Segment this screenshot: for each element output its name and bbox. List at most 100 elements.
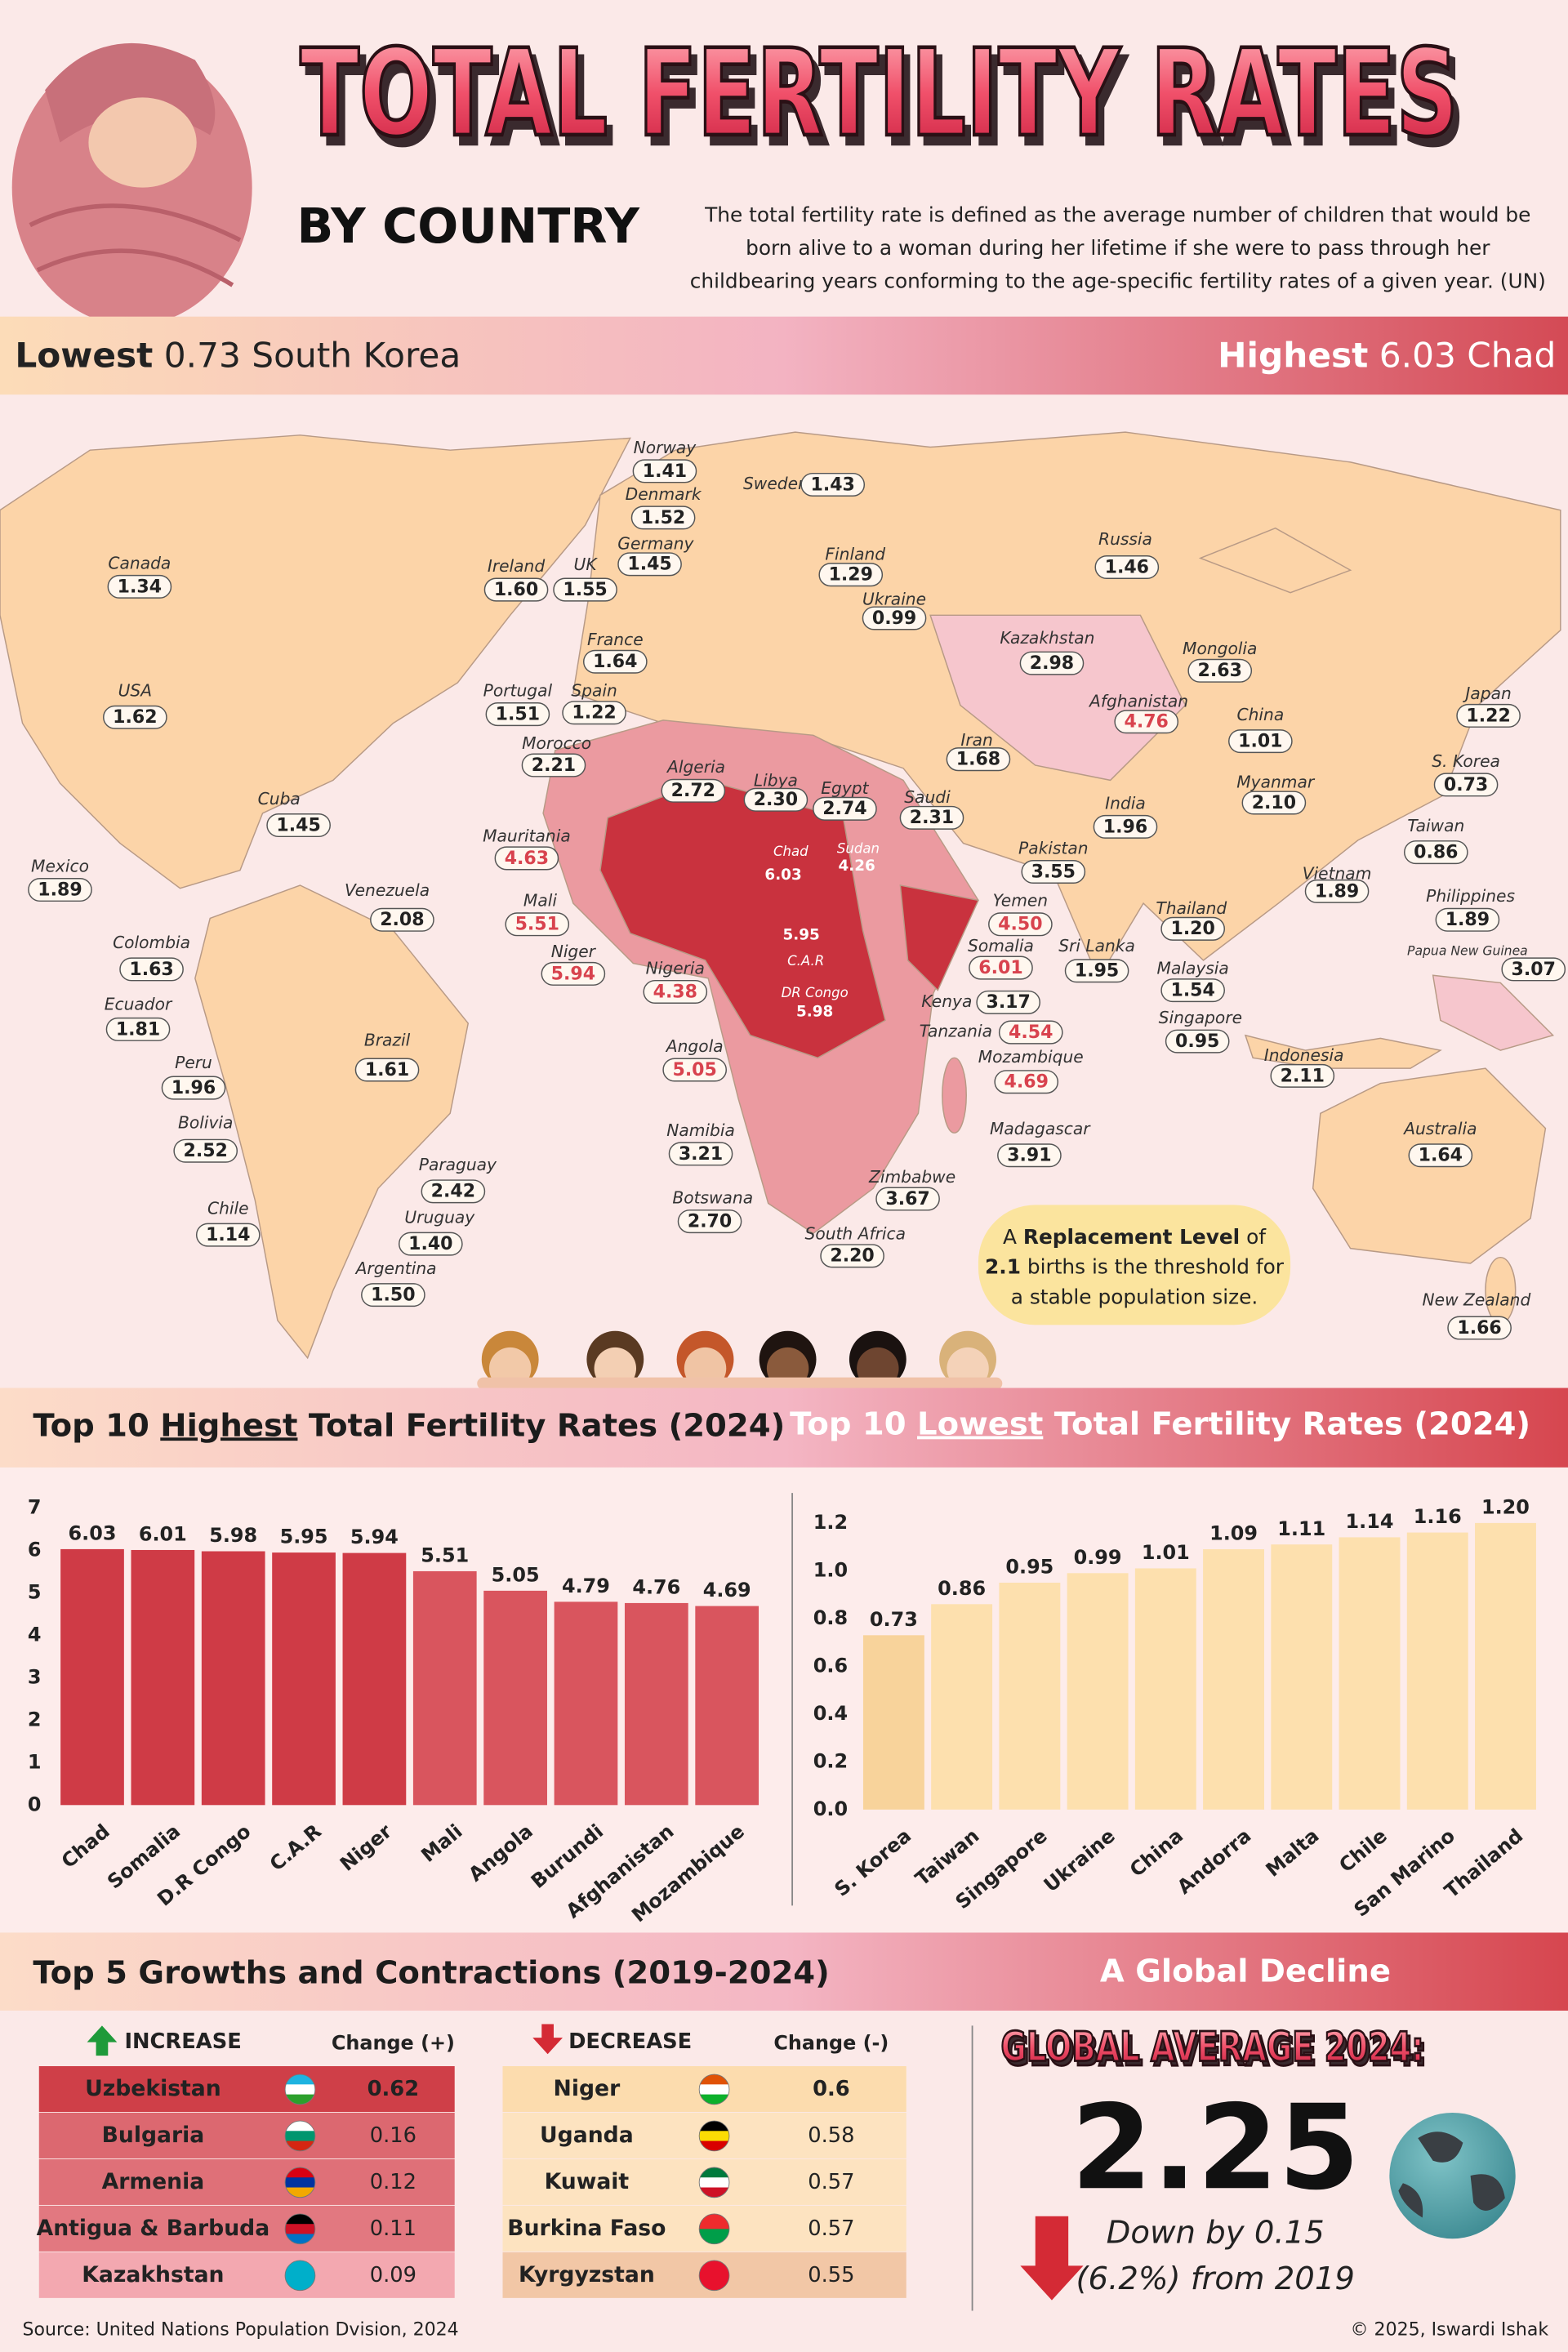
row-change: 0.57 — [808, 2170, 854, 2194]
row-country: Burkina Faso — [507, 2216, 666, 2241]
country-value: 2.63 — [1198, 661, 1242, 681]
flag-stripe — [699, 2121, 729, 2132]
table-row — [38, 2065, 455, 2113]
country-value: 1.50 — [371, 1285, 415, 1306]
flag-stripe — [285, 2167, 315, 2178]
value-pill — [668, 1142, 733, 1166]
row-change: 0.16 — [370, 2123, 416, 2148]
section-band — [0, 1932, 1568, 2011]
value-pill — [1021, 859, 1086, 884]
flag-stripe — [285, 2084, 315, 2096]
description: The total fertility rate is defined as t… — [704, 203, 1530, 227]
value-pill — [370, 907, 434, 932]
value-pill — [28, 878, 92, 902]
flag-rim — [284, 2120, 316, 2152]
country-value: 1.63 — [129, 960, 173, 980]
country-value: 1.45 — [627, 555, 671, 575]
bar — [483, 1590, 547, 1806]
decline-arrow — [1020, 2216, 1084, 2301]
value-pill — [582, 649, 648, 674]
value-pill — [994, 1070, 1059, 1094]
value-pill — [361, 1283, 425, 1307]
value-label: 4.69 — [703, 1579, 751, 1601]
lowest-banner: Lowest 0.73 South Korea — [15, 335, 461, 375]
country-value: 1.52 — [641, 508, 685, 528]
y-tick-label: 2 — [28, 1708, 42, 1731]
row-change: 0.58 — [808, 2123, 854, 2148]
global-change: (6.2%) from 2019 — [1076, 2261, 1355, 2297]
value-pill — [969, 956, 1033, 980]
value-pill — [1093, 814, 1158, 839]
value-pill — [813, 796, 877, 821]
y-tick-label: 0 — [28, 1793, 42, 1815]
y-tick-label: 1.2 — [813, 1511, 848, 1534]
country-value: 1.54 — [1170, 981, 1214, 1001]
country-name: Argentina — [354, 1258, 437, 1278]
country-value: 2.30 — [754, 790, 798, 810]
flag-stripe — [285, 2074, 315, 2085]
value-pill — [661, 778, 726, 803]
country-name: Yemen — [993, 891, 1048, 911]
country-value: 1.46 — [1105, 557, 1149, 577]
value-label: 1.11 — [1277, 1517, 1325, 1540]
value-pill — [800, 472, 866, 497]
country-name: China — [1236, 705, 1284, 724]
flag-rim — [284, 2260, 316, 2292]
y-tick-label: 1.0 — [813, 1558, 848, 1581]
value-pill — [494, 846, 559, 871]
country-name: Sudan — [837, 840, 880, 856]
value-pill — [1501, 957, 1566, 982]
value-label: 0.86 — [938, 1577, 986, 1600]
country-name: France — [587, 630, 644, 649]
country-value: 2.08 — [380, 910, 424, 930]
value-pill — [105, 1017, 171, 1041]
value-pill — [103, 705, 167, 729]
bar — [342, 1552, 407, 1806]
value-pill — [483, 577, 549, 602]
country-name: Mongolia — [1183, 639, 1257, 658]
title-part: Total Fertility Rates (2024) — [1054, 1405, 1530, 1442]
value-pill — [1019, 651, 1085, 675]
bar — [60, 1548, 124, 1806]
value-pill — [1456, 703, 1521, 728]
country-name: Mali — [523, 891, 557, 911]
country-name: Ireland — [488, 556, 545, 576]
country-value: 0.73 — [1444, 775, 1488, 795]
value-label: 5.95 — [280, 1526, 328, 1548]
flag-stripe — [285, 2177, 315, 2189]
country-name: Paraguay — [419, 1155, 497, 1174]
bar — [272, 1552, 336, 1806]
value-pill — [421, 1179, 486, 1204]
flag-stripe — [285, 2094, 315, 2105]
flag-rim — [698, 2120, 730, 2152]
bar — [1067, 1573, 1129, 1810]
table-row — [38, 2205, 455, 2252]
country-value: 1.22 — [572, 703, 616, 724]
description: born alive to a woman during her lifetim… — [746, 236, 1490, 260]
country-value: 2.21 — [532, 755, 576, 776]
lowest-label: Lowest — [15, 335, 153, 375]
flag-stripe — [699, 2084, 729, 2096]
country-name: Philippines — [1426, 886, 1515, 906]
value-label: 1.09 — [1209, 1522, 1258, 1545]
row-change: 0.57 — [808, 2216, 854, 2241]
kids-illustration — [477, 1330, 1003, 1390]
y-tick-label: 0.4 — [813, 1702, 848, 1725]
flag — [699, 2074, 729, 2105]
value-label: 4.79 — [562, 1575, 610, 1597]
value-pill — [1228, 729, 1293, 754]
flag-stripe — [699, 2213, 729, 2230]
value-pill — [1160, 978, 1225, 1003]
country-name: Nigeria — [646, 958, 705, 978]
note-line: A Replacement Level of — [1003, 1225, 1267, 1249]
country-value: 6.01 — [978, 958, 1022, 978]
row-country: Armenia — [102, 2169, 205, 2194]
country-name: Malaysia — [1157, 958, 1229, 978]
bar — [1203, 1549, 1265, 1810]
value-label: 5.05 — [492, 1563, 540, 1586]
country-name: Madagascar — [990, 1119, 1091, 1138]
country-name: Uruguay — [404, 1207, 475, 1227]
value-pill — [107, 574, 172, 599]
